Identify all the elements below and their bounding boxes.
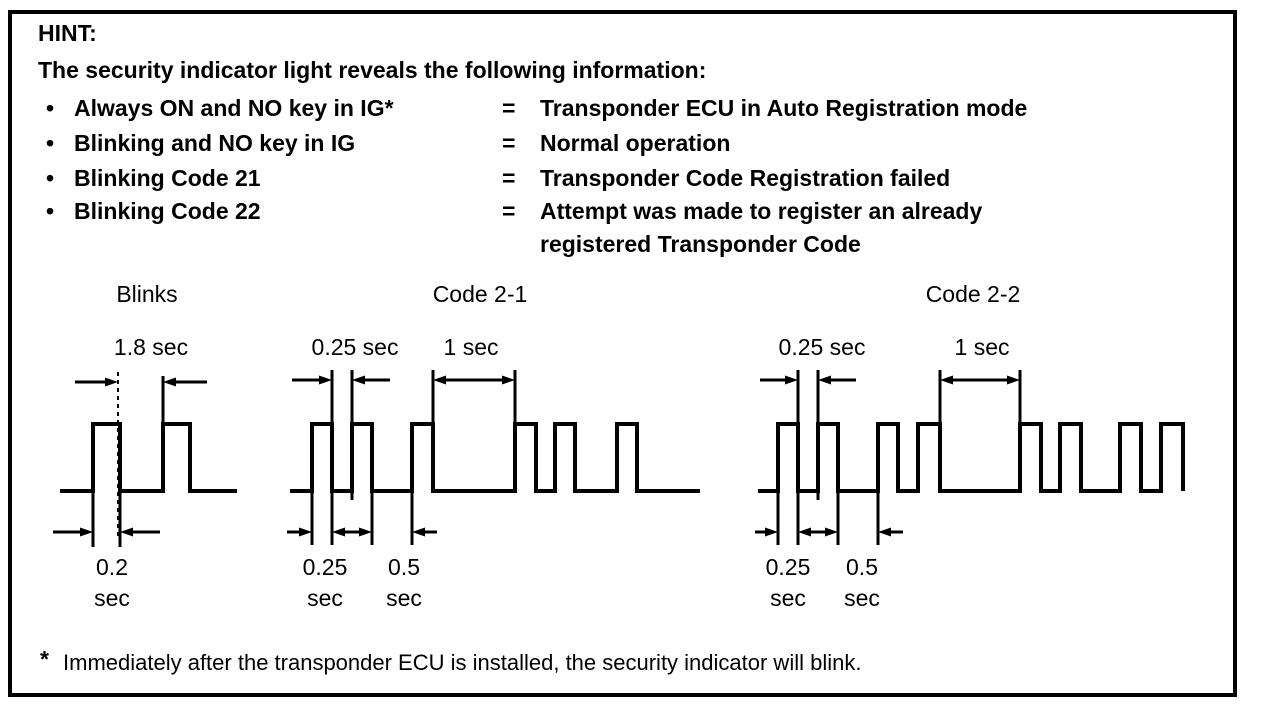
blinks-waveform-diagram [53,372,237,547]
diagram-title-code22: Code 2-2 [925,281,1021,307]
equals-sign: = [502,95,516,121]
waveform-trace [290,422,700,493]
waveform-trace [60,422,237,493]
code21-blink-gap-label: 0.25 sec [311,334,399,360]
equals-sign: = [502,165,516,191]
equals-sign: = [502,198,516,224]
code21-repeat-gap-label: 1 sec [443,334,499,360]
code21-waveform-diagram [287,370,700,545]
dimension-arrows [80,377,176,537]
diagram-title-code21: Code 2-1 [432,281,528,307]
bullet-marker: • [46,165,55,191]
bullet-marker: • [46,198,55,224]
diagram-title-blinks: Blinks [116,281,178,307]
bullet-marker: • [46,130,55,156]
condition-text: Blinking Code 22 [74,198,261,224]
dimension-arrows [299,375,515,537]
condition-text: Blinking and NO key in IG [74,130,356,156]
equals-sign: = [502,130,516,156]
dimension-annotations [287,370,517,545]
condition-text: Blinking Code 21 [74,165,261,191]
dim-unit: sec [94,585,130,611]
blinks-on-time-label: 0.2 sec [94,552,130,614]
code22-waveform-diagram [755,370,1185,545]
meaning-text: Transponder Code Registration failed [540,165,951,191]
code22-blink-gap-label: 0.25 sec [778,334,866,360]
bullet-marker: • [46,95,55,121]
meaning-text: Attempt was made to register an already [540,198,983,224]
footnote-text: Immediately after the transponder ECU is… [63,650,862,675]
hint-label: HINT: [38,20,97,46]
meaning-text: Transponder ECU in Auto Registration mod… [540,95,1028,121]
waveform-trace [758,422,1185,493]
dim-unit: sec [844,585,880,611]
dimension-annotations [755,370,1022,545]
blinks-off-time-label: 1.8 sec [113,334,189,360]
intro-text: The security indicator light reveals the… [38,57,707,83]
code22-repeat-gap-label: 1 sec [954,334,1010,360]
dim-unit: sec [770,585,806,611]
dimension-annotations [53,372,207,547]
dim-value: 0.25 [302,554,348,580]
dim-value: 0.5 [388,554,420,580]
meaning-text-line2: registered Transponder Code [540,231,861,257]
dim-unit: sec [307,585,343,611]
code21-on-time-label: 0.25 sec [303,552,348,614]
dim-unit: sec [386,585,422,611]
dim-value: 0.5 [846,554,878,580]
code21-digit-gap-label: 0.5 sec [386,552,422,614]
condition-text: Always ON and NO key in IG* [74,95,394,121]
code22-digit-gap-label: 0.5 sec [844,552,880,614]
hint-box-border [8,10,1237,697]
dim-value: 0.25 [765,554,811,580]
dimension-arrows [765,375,1020,537]
dim-value: 0.2 [96,554,128,580]
code22-on-time-label: 0.25 sec [766,552,811,614]
footnote-marker: * [40,646,49,672]
meaning-text: Normal operation [540,130,731,156]
